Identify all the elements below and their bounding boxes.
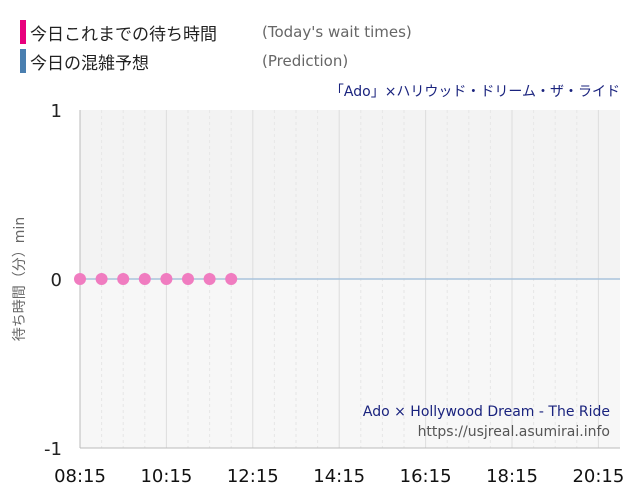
data-point — [160, 273, 173, 285]
plot-area-lower — [80, 279, 620, 448]
y-axis-label: 待ち時間（分）min — [12, 217, 28, 341]
y-tick-label: 0 — [51, 270, 62, 291]
legend-swatch-today — [20, 20, 26, 44]
x-tick-label: 10:15 — [140, 466, 192, 487]
x-tick-label: 20:15 — [572, 466, 624, 487]
data-point — [95, 273, 108, 285]
data-point — [138, 273, 151, 285]
watermark-title: Ado × Hollywood Dream - The Ride — [363, 404, 610, 420]
data-point — [182, 273, 194, 285]
legend-label-prediction: 今日の混雑予想 — [30, 53, 149, 74]
y-tick-labels: 1 0 -1 — [44, 101, 62, 460]
data-point — [225, 273, 238, 285]
x-tick-label: 08:15 — [54, 466, 106, 487]
today-series — [74, 273, 238, 285]
x-tick-labels: 08:15 10:15 12:15 14:15 16:15 18:15 20:15 — [54, 466, 624, 487]
data-point — [117, 273, 130, 285]
legend-sub-today: (Today's wait times) — [262, 23, 412, 41]
y-tick-label: 1 — [51, 101, 62, 122]
legend-sub-prediction: (Prediction) — [262, 52, 349, 70]
x-tick-label: 12:15 — [227, 466, 279, 487]
x-tick-label: 16:15 — [400, 466, 452, 487]
y-tick-label: -1 — [44, 439, 62, 460]
legend-item-prediction: 今日の混雑予想 (Prediction) — [20, 48, 348, 74]
x-tick-label: 18:15 — [486, 466, 538, 487]
data-point — [203, 273, 216, 285]
plot-area-upper — [80, 110, 620, 279]
x-tick-label: 14:15 — [313, 466, 365, 487]
legend-label-today: 今日これまでの待ち時間 — [30, 24, 217, 45]
data-point — [74, 273, 86, 285]
legend-swatch-prediction — [20, 49, 26, 73]
watermark-url: https://usjreal.asumirai.info — [418, 424, 610, 440]
chart-title: 「Ado」×ハリウッド・ドリーム・ザ・ライド — [330, 84, 620, 100]
legend-item-today: 今日これまでの待ち時間 (Today's wait times) — [20, 19, 412, 45]
